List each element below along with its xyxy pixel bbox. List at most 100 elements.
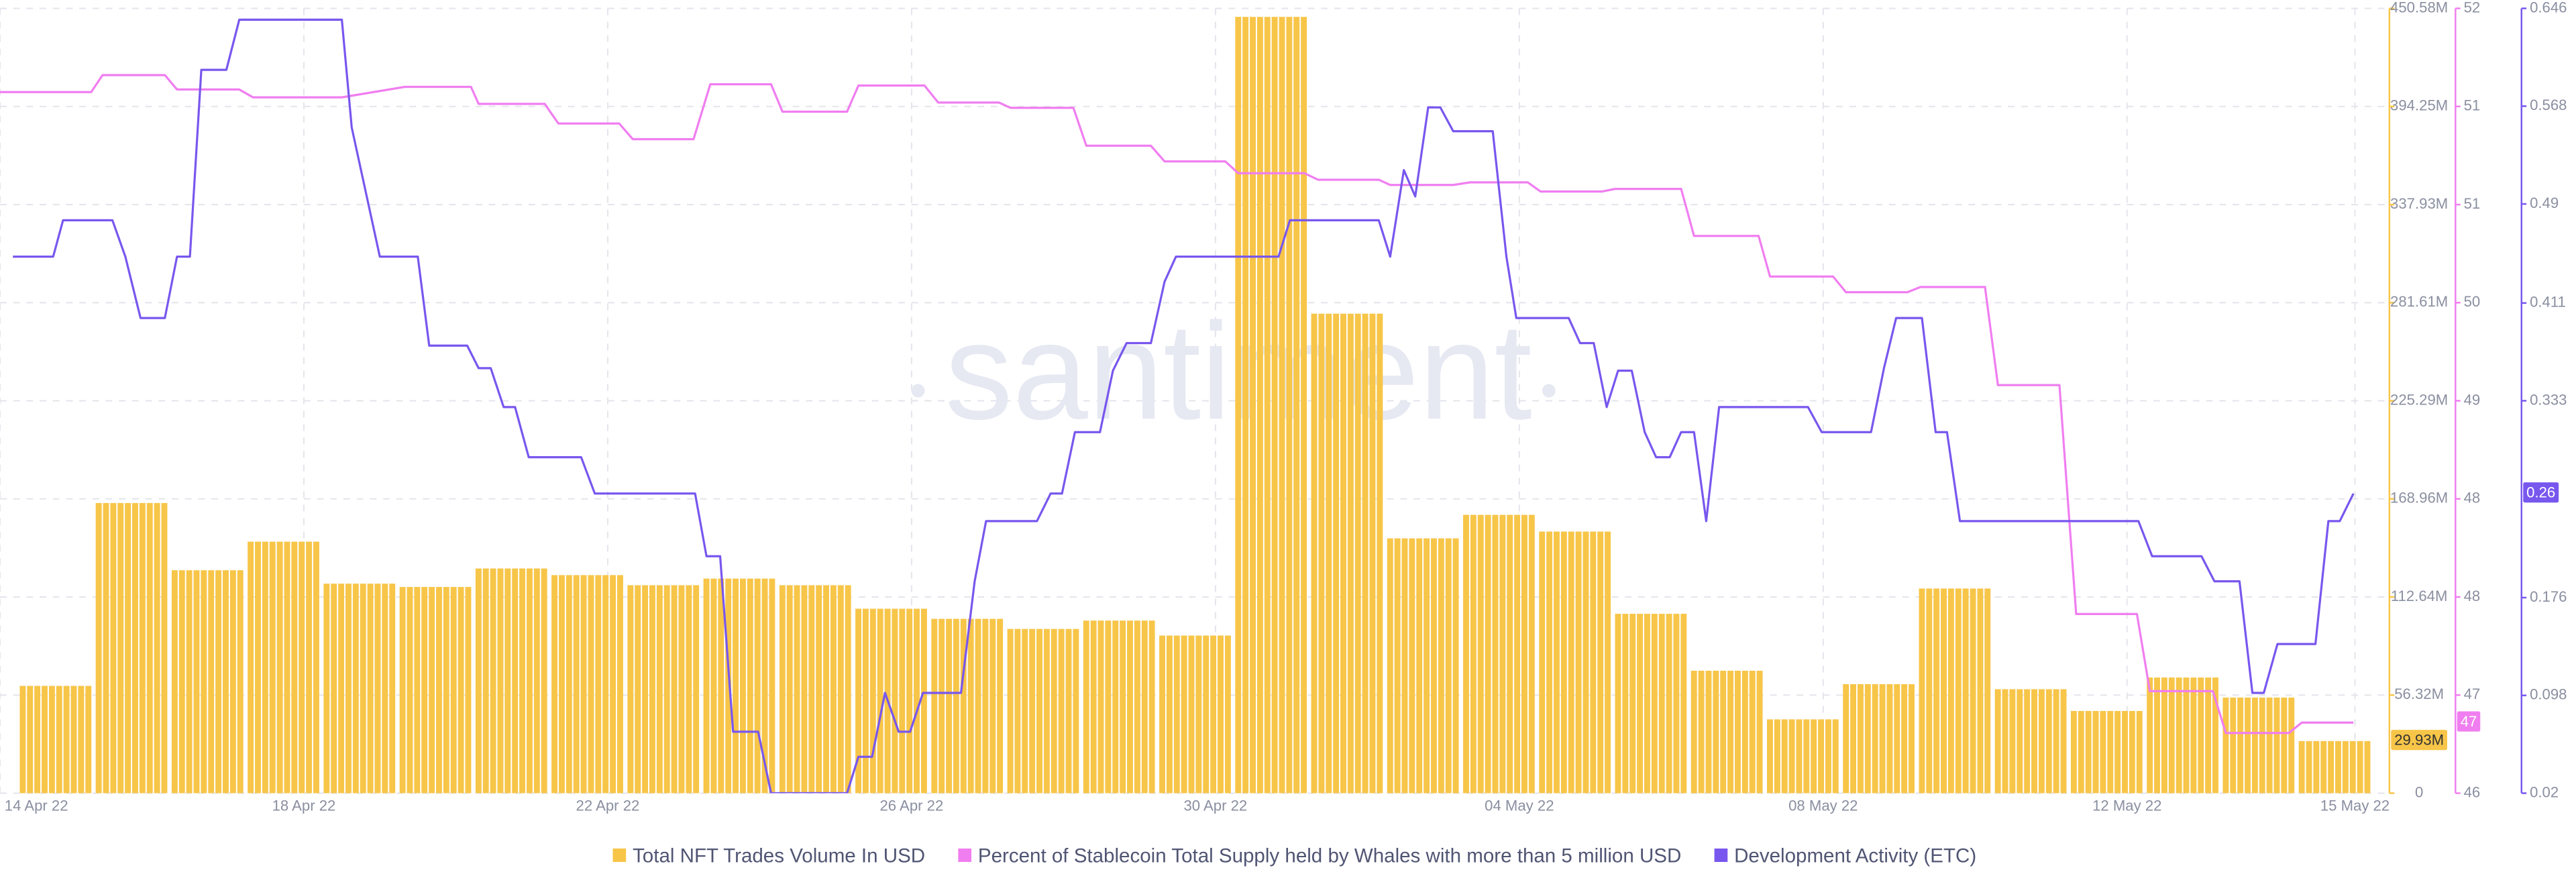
bar xyxy=(399,587,406,794)
bar xyxy=(1774,719,1780,794)
bar xyxy=(1690,670,1697,794)
bar xyxy=(1741,670,1748,794)
bar xyxy=(2313,741,2320,794)
bar xyxy=(1134,620,1140,794)
bar xyxy=(1872,684,1878,794)
bar xyxy=(1424,538,1430,794)
x-tick-label: 12 May 22 xyxy=(2092,797,2161,814)
x-tick-label: 18 Apr 22 xyxy=(272,797,336,814)
bar xyxy=(1713,670,1719,794)
y-tick-label: 47 xyxy=(2464,686,2481,702)
bar xyxy=(616,575,623,794)
bar xyxy=(63,686,70,794)
bar xyxy=(1159,635,1165,794)
bar xyxy=(892,608,898,794)
bar xyxy=(830,585,837,794)
bar xyxy=(1007,629,1014,794)
bar xyxy=(533,568,540,794)
bar xyxy=(2266,697,2273,794)
bar xyxy=(559,575,565,794)
bar xyxy=(276,541,283,794)
bar xyxy=(526,568,533,794)
bar xyxy=(161,502,168,794)
bar xyxy=(855,608,862,794)
bar xyxy=(899,608,906,794)
bar xyxy=(938,618,945,794)
bar xyxy=(2114,710,2121,794)
bar xyxy=(2281,697,2288,794)
bar xyxy=(997,618,1004,794)
bar xyxy=(27,686,34,794)
watermark-dot xyxy=(911,384,925,398)
bar xyxy=(475,568,482,794)
legend-marker xyxy=(958,849,972,862)
bar xyxy=(1141,620,1148,794)
bars xyxy=(19,17,2371,794)
badge-label: 0.26 xyxy=(2526,484,2555,501)
x-tick-label: 30 Apr 22 xyxy=(1183,797,1247,814)
bar xyxy=(1235,17,1242,794)
bar xyxy=(946,618,952,794)
bar xyxy=(1097,620,1104,794)
bar xyxy=(602,575,609,794)
bar xyxy=(1362,313,1368,794)
bar xyxy=(982,618,989,794)
bar xyxy=(967,618,974,794)
bar xyxy=(1560,531,1567,794)
bar xyxy=(1293,17,1300,794)
y-tick-label: 168.96M xyxy=(2390,490,2448,506)
bar xyxy=(490,568,496,794)
bar xyxy=(769,578,775,794)
legend-label: Total NFT Trades Volume In USD xyxy=(633,844,925,867)
bar xyxy=(48,686,55,794)
bar xyxy=(2031,689,2037,794)
bar xyxy=(2147,677,2153,794)
bar xyxy=(1749,670,1756,794)
bar xyxy=(1727,670,1734,794)
bar xyxy=(1767,719,1773,794)
bar xyxy=(1734,670,1741,794)
bar xyxy=(1977,588,1984,794)
bar xyxy=(2335,741,2341,794)
bar xyxy=(1832,719,1839,794)
y-tick-label: 112.64M xyxy=(2391,588,2448,604)
bar xyxy=(1901,684,1908,794)
y-tick-label: 51 xyxy=(2464,195,2481,212)
bar xyxy=(1326,313,1332,794)
bar xyxy=(2273,697,2280,794)
bar xyxy=(1470,514,1477,794)
y-tick-label: 56.32M xyxy=(2394,686,2444,702)
bar xyxy=(1919,588,1925,794)
bar xyxy=(313,541,319,794)
badge-box xyxy=(2523,482,2559,503)
bar xyxy=(2222,697,2229,794)
bar xyxy=(512,568,519,794)
bar xyxy=(497,568,504,794)
bar xyxy=(801,585,808,794)
y-tick-label: 337.93M xyxy=(2390,195,2448,212)
last-value-badge: 29.93M xyxy=(2391,730,2448,751)
bar xyxy=(2038,689,2045,794)
bar xyxy=(407,587,413,794)
bar xyxy=(1340,313,1346,794)
bar xyxy=(1818,719,1825,794)
bar xyxy=(1492,514,1499,794)
line xyxy=(0,74,2354,734)
bar xyxy=(1970,588,1976,794)
bar xyxy=(2161,677,2167,794)
bar xyxy=(255,541,261,794)
bar xyxy=(56,686,62,794)
bar xyxy=(1409,538,1415,794)
bar xyxy=(2045,689,2052,794)
bar xyxy=(306,541,313,794)
bar xyxy=(1554,531,1560,794)
bar xyxy=(1886,684,1893,794)
bar xyxy=(739,578,746,794)
bar xyxy=(914,608,920,794)
axes: 14 Apr 22 18 Apr 22 22 Apr 22 26 Apr 22 30 A… xyxy=(5,0,2567,814)
bar xyxy=(70,686,77,794)
badge-label: 47 xyxy=(2461,713,2477,730)
bar xyxy=(2198,677,2204,794)
bar xyxy=(78,686,85,794)
bar xyxy=(1514,514,1521,794)
